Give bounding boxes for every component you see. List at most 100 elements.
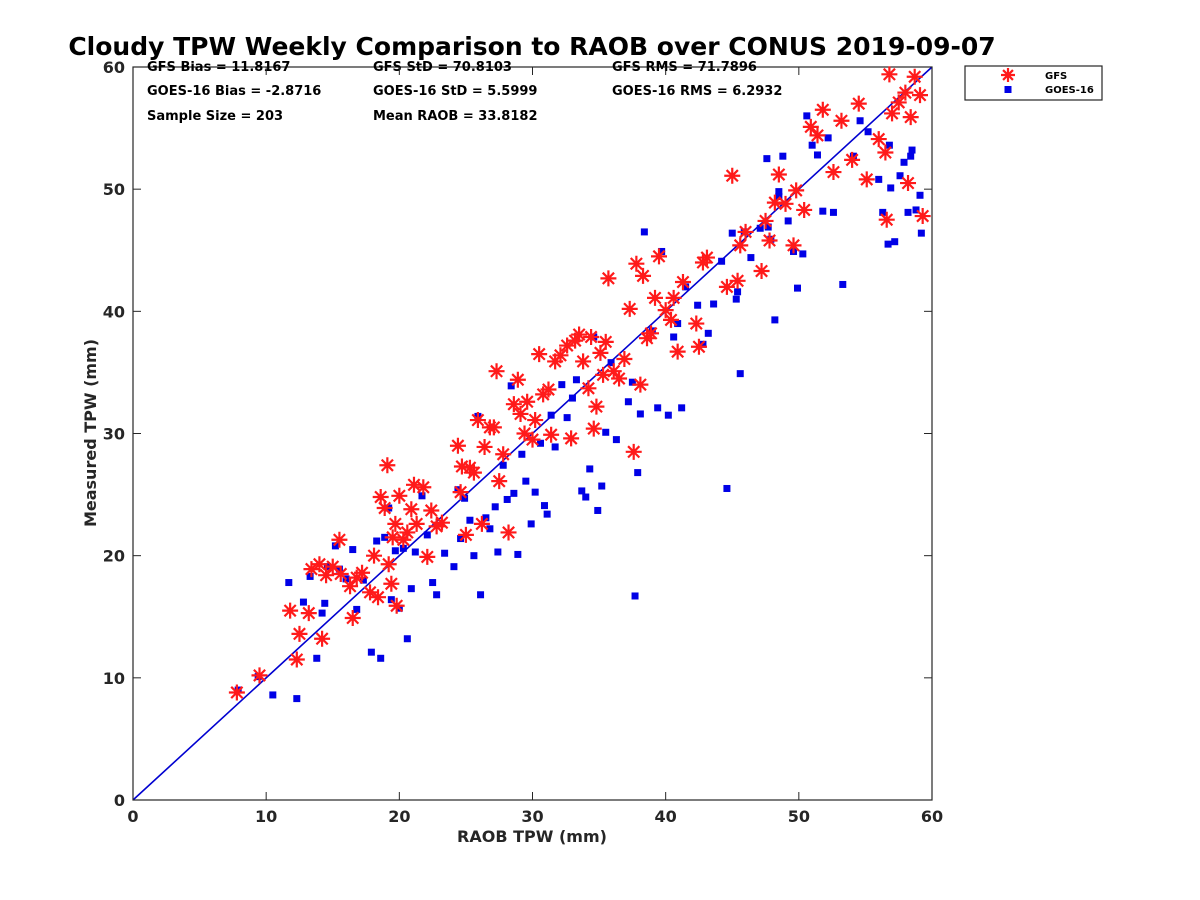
goes16-point xyxy=(674,320,682,328)
gfs-point xyxy=(370,589,387,606)
gfs-point xyxy=(850,95,867,112)
gfs-point xyxy=(291,625,308,642)
gfs-point xyxy=(314,630,331,647)
y-tick-label: 20 xyxy=(103,547,125,566)
goes16-point xyxy=(367,648,375,656)
gfs-point xyxy=(512,405,529,422)
goes16-point xyxy=(491,503,499,511)
goes16-point xyxy=(293,695,301,703)
goes16-point xyxy=(411,548,419,556)
gfs-point xyxy=(405,476,422,493)
goes16-point xyxy=(503,495,511,503)
goes16-point xyxy=(306,572,314,580)
goes16-point xyxy=(636,410,644,418)
goes16-point xyxy=(514,550,522,558)
gfs-point xyxy=(788,182,805,199)
goes16-point xyxy=(756,224,764,232)
gfs-point xyxy=(884,105,901,122)
goes16-point xyxy=(640,228,648,236)
goes16-point xyxy=(558,381,566,389)
x-tick-label: 30 xyxy=(521,807,543,826)
goes16-point xyxy=(418,492,426,500)
gfs-point xyxy=(540,381,557,398)
goes16-point xyxy=(907,152,915,160)
goes16-point xyxy=(694,301,702,309)
gfs-point xyxy=(372,489,389,506)
gfs-point xyxy=(777,195,794,212)
goes16-point xyxy=(543,510,551,518)
gfs-point xyxy=(724,167,741,184)
gfs-point xyxy=(912,87,929,104)
goes16-point xyxy=(654,404,662,412)
goes16-point xyxy=(391,547,399,555)
goes16-point xyxy=(423,531,431,539)
goes16-point xyxy=(634,469,642,477)
gfs-point xyxy=(878,211,895,228)
gfs-point xyxy=(858,171,875,188)
gfs-point xyxy=(491,473,508,490)
goes16-point xyxy=(433,591,441,599)
goes16-point xyxy=(373,537,381,545)
gfs-point xyxy=(228,684,245,701)
goes16-point xyxy=(531,488,539,496)
goes16-point xyxy=(794,284,801,292)
gfs-point xyxy=(331,531,348,548)
gfs-point xyxy=(391,487,408,504)
goes16-point xyxy=(718,257,726,265)
goes16-point xyxy=(736,370,744,378)
gfs-point xyxy=(647,289,664,306)
x-tick-label: 50 xyxy=(788,807,810,826)
gfs-point xyxy=(621,300,638,317)
gfs-point xyxy=(690,338,707,355)
gfs-point xyxy=(605,363,622,380)
goes16-point xyxy=(353,605,361,613)
gfs-point xyxy=(465,464,482,481)
goes16-point xyxy=(331,542,339,550)
goes16-point xyxy=(624,398,632,406)
gfs-point xyxy=(761,232,778,249)
gfs-point xyxy=(611,370,628,387)
gfs-point xyxy=(419,548,436,565)
goes16-point xyxy=(917,229,925,237)
goes16-point xyxy=(856,117,864,125)
gfs-point xyxy=(632,376,649,393)
gfs-point xyxy=(403,501,420,518)
goes16-point xyxy=(732,295,740,303)
goes16-point xyxy=(775,188,783,196)
gfs-point xyxy=(473,515,490,532)
goes16-point xyxy=(321,599,329,607)
gfs-point xyxy=(485,419,502,436)
gfs-point xyxy=(665,289,682,306)
gfs-point xyxy=(332,565,349,582)
goes16-point xyxy=(900,158,908,166)
y-tick-label: 60 xyxy=(103,58,125,77)
gfs-point xyxy=(802,118,819,135)
goes16-point xyxy=(803,112,811,120)
goes16-point xyxy=(912,206,920,214)
gfs-point xyxy=(354,564,371,581)
goes16-point xyxy=(764,223,772,231)
goes16-point xyxy=(607,359,615,367)
gfs-point xyxy=(384,529,401,546)
x-tick-label: 40 xyxy=(655,807,677,826)
gfs-point xyxy=(766,194,783,211)
goes16-point xyxy=(457,535,465,543)
goes16-point xyxy=(875,175,883,183)
legend: GFS GOES-16 xyxy=(964,65,1103,101)
goes16-point xyxy=(507,382,515,390)
goes16-point xyxy=(682,283,690,291)
gfs-point xyxy=(580,380,597,397)
goes16-point xyxy=(387,596,395,604)
goes16-point xyxy=(499,461,507,469)
gfs-point xyxy=(902,109,919,126)
gfs-point xyxy=(453,458,470,475)
gfs-point xyxy=(395,531,412,548)
legend-gfs-marker xyxy=(1001,68,1015,82)
stat-goes-std: GOES-16 StD = 5.5999 xyxy=(373,84,537,99)
gfs-point xyxy=(433,514,450,531)
gfs-point xyxy=(616,350,633,367)
gfs-point xyxy=(732,237,749,254)
goes16-point xyxy=(747,254,755,262)
gfs-point xyxy=(592,344,609,361)
